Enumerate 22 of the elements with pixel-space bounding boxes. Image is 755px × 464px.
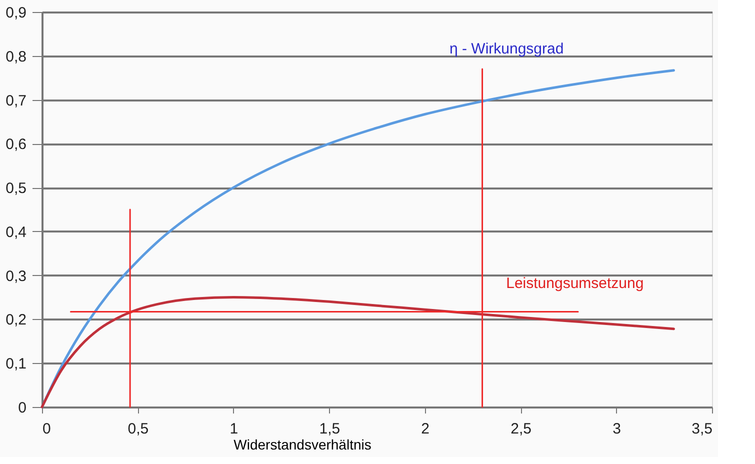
y-tick-label: 0,6 xyxy=(6,136,26,154)
line-series xyxy=(40,296,675,408)
x-tick-label: 3 xyxy=(612,420,621,438)
x-tick-label: 0,5 xyxy=(128,420,149,438)
y-tick-label: 0,8 xyxy=(6,48,26,66)
x-tick-label: 0 xyxy=(42,420,51,438)
series-label: Leistungsumsetzung xyxy=(506,274,644,292)
y-tick-label: 0 xyxy=(18,400,26,416)
x-tick-label: 1,5 xyxy=(319,420,340,438)
series-label: η - Wirkungsgrad xyxy=(449,40,564,58)
x-tick-label: 1 xyxy=(230,420,238,438)
x-axis-title: Widerstandsverhältnis xyxy=(234,436,372,452)
y-tick-label: 0,9 xyxy=(6,4,26,22)
y-tick-label: 0,2 xyxy=(6,312,26,329)
x-tick-label: 3,5 xyxy=(692,420,712,438)
x-tick-label: 2,5 xyxy=(510,420,532,438)
y-tick-label: 0,7 xyxy=(6,92,26,110)
x-tick-label: 2 xyxy=(421,420,430,438)
y-tick-label: 0,1 xyxy=(6,356,26,373)
y-tick-label: 0,3 xyxy=(6,268,26,285)
y-tick-label: 0,5 xyxy=(6,180,26,198)
y-tick-label: 0,4 xyxy=(6,224,26,241)
